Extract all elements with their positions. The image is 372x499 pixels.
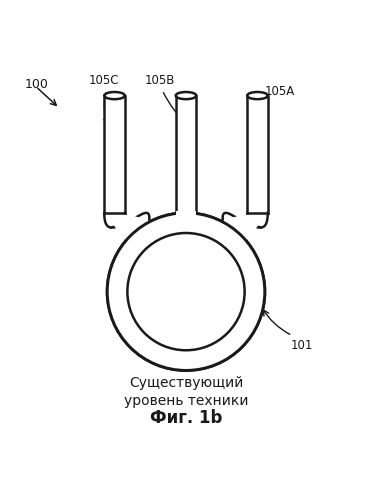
Text: 105B: 105B — [144, 74, 175, 87]
Ellipse shape — [107, 213, 265, 370]
Polygon shape — [223, 213, 268, 241]
Ellipse shape — [107, 213, 265, 370]
Ellipse shape — [127, 233, 245, 350]
Text: 105С: 105С — [88, 74, 119, 87]
Text: Существующий
уровень техники: Существующий уровень техники — [124, 376, 248, 408]
FancyBboxPatch shape — [176, 96, 196, 213]
FancyBboxPatch shape — [247, 96, 268, 213]
Polygon shape — [104, 213, 153, 241]
Ellipse shape — [127, 233, 245, 350]
Text: 100: 100 — [25, 78, 49, 91]
Ellipse shape — [176, 92, 196, 99]
Polygon shape — [104, 213, 149, 241]
Text: 101: 101 — [291, 339, 313, 352]
Ellipse shape — [247, 92, 268, 99]
Polygon shape — [176, 211, 196, 217]
Text: Фиг. 1b: Фиг. 1b — [150, 409, 222, 427]
Ellipse shape — [104, 92, 125, 99]
FancyBboxPatch shape — [104, 96, 125, 213]
Text: 105A: 105A — [265, 85, 295, 98]
Polygon shape — [219, 213, 268, 241]
